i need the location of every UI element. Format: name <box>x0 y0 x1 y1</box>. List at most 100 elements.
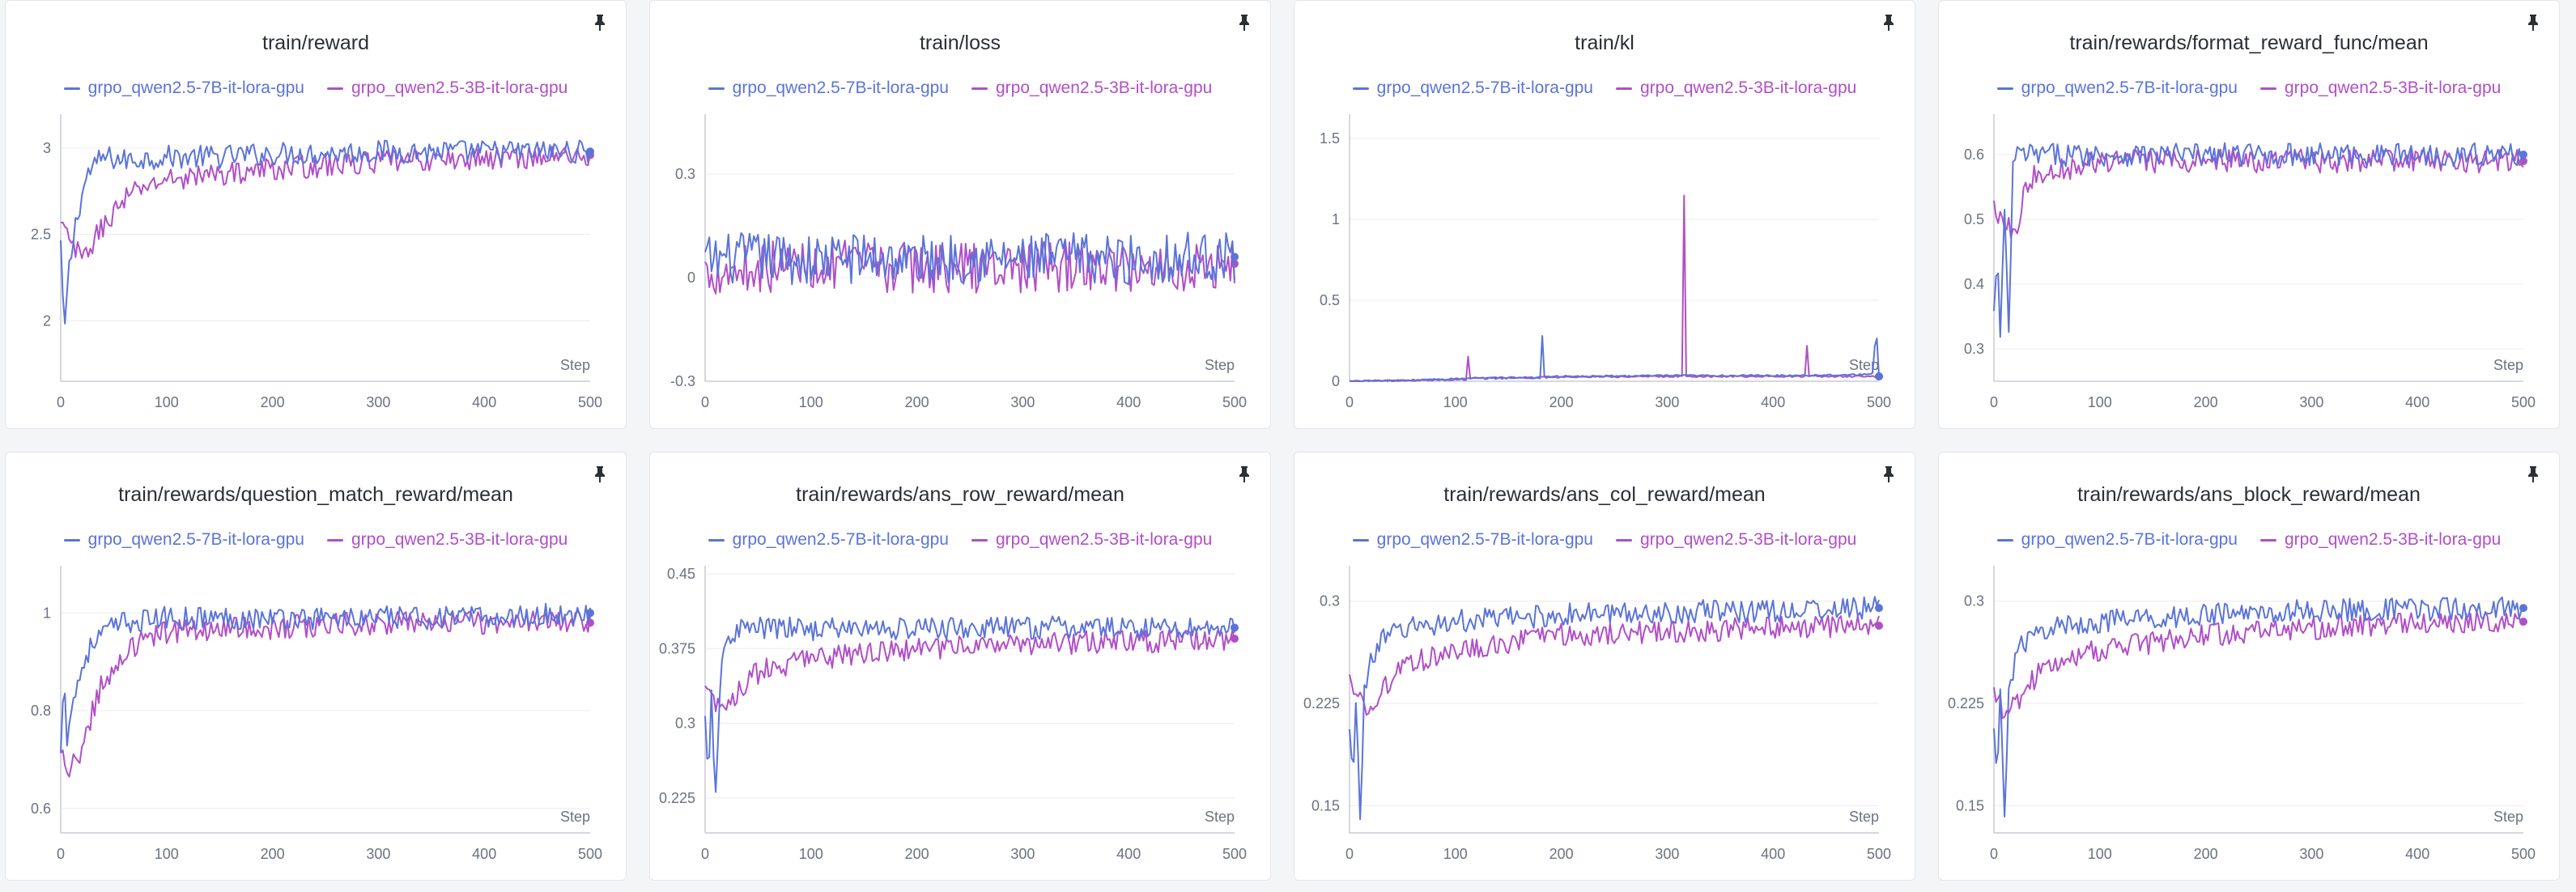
legend-label: grpo_qwen2.5-3B-it-lora-gpu <box>351 530 568 549</box>
series-line[interactable] <box>704 240 1235 295</box>
legend-label: grpo_qwen2.5-7B-it-lora-gpu <box>732 530 949 549</box>
x-tick-label: 300 <box>2299 394 2323 410</box>
legend-item[interactable]: grpo_qwen2.5-3B-it-lora-gpu <box>971 79 1212 98</box>
chart-title: train/rewards/ans_block_reward/mean <box>2077 483 2421 506</box>
x-tick-label: 500 <box>1222 394 1247 410</box>
series-line[interactable] <box>1349 194 1880 382</box>
x-tick-label: 200 <box>261 394 285 410</box>
x-tick-label: 100 <box>799 394 823 410</box>
series-line[interactable] <box>60 610 591 778</box>
x-tick-label: 400 <box>472 394 496 410</box>
series-line[interactable] <box>704 615 1235 793</box>
x-tick-label: 0 <box>701 394 709 410</box>
series-end-point <box>2519 151 2527 159</box>
chart-panel: train/kl grpo_qwen2.5-7B-it-lora-gpu grpo_… <box>1294 0 1915 429</box>
legend-swatch <box>327 87 343 90</box>
legend-swatch <box>1352 87 1369 90</box>
chart-title: train/rewards/format_reward_func/mean <box>2069 32 2429 54</box>
x-tick-label: 500 <box>2511 846 2536 862</box>
x-tick-label: 200 <box>261 846 285 862</box>
series-line[interactable] <box>1993 148 2524 240</box>
legend-label: grpo_qwen2.5-3B-it-lora-gpu <box>1640 530 1857 549</box>
series-line[interactable] <box>60 139 591 325</box>
legend-item[interactable]: grpo_qwen2.5-3B-it-lora-gpu <box>971 530 1212 550</box>
chart-title: train/kl <box>1575 32 1634 54</box>
chart-title: train/rewards/ans_row_reward/mean <box>796 483 1124 506</box>
legend-swatch <box>1996 87 2013 90</box>
x-tick-label: 0 <box>1345 846 1354 862</box>
x-tick-label: 400 <box>1116 846 1141 862</box>
y-tick-label: 2 <box>43 312 51 329</box>
legend-swatch <box>708 538 725 542</box>
legend-item[interactable]: grpo_qwen2.5-3B-it-lora-gpu <box>1616 530 1856 550</box>
legend-item[interactable]: grpo_qwen2.5-7B-it-lora-gpu <box>1996 530 2238 550</box>
legend-label: grpo_qwen2.5-7B-it-lora-gpu <box>1376 530 1593 549</box>
legend-swatch <box>1996 538 2013 542</box>
x-tick-label: 500 <box>1867 846 1891 862</box>
series-line[interactable] <box>704 231 1235 286</box>
pin-icon[interactable] <box>1236 465 1252 483</box>
pin-icon[interactable] <box>1236 14 1252 32</box>
pin-icon[interactable] <box>592 14 608 32</box>
x-tick-label: 500 <box>578 394 602 410</box>
x-tick-label: 0 <box>57 394 65 410</box>
x-tick-label: 300 <box>1010 846 1035 862</box>
legend-item[interactable]: grpo_qwen2.5-7B-it-lora-gpu <box>1352 79 1593 98</box>
chart-title: train/rewards/ans_col_reward/mean <box>1443 483 1766 506</box>
legend-item[interactable]: grpo_qwen2.5-7B-it-lora-gpu <box>1352 530 1593 550</box>
y-tick-label: 0.4 <box>1964 276 1984 292</box>
legend-swatch <box>327 538 343 542</box>
x-tick-label: 200 <box>1549 846 1574 862</box>
legend-label: grpo_qwen2.5-3B-it-lora-gpu <box>2285 79 2502 97</box>
series-line[interactable] <box>1993 610 2524 720</box>
x-tick-label: 400 <box>2405 394 2429 410</box>
chart-plot: 0.15 0.225 0.3 0 100 200 300 400 500 Step <box>1948 566 2536 862</box>
legend-swatch <box>63 87 80 90</box>
x-axis-label: Step <box>560 809 590 825</box>
legend-swatch <box>1352 538 1369 542</box>
series-line[interactable] <box>1993 142 2524 338</box>
legend-item[interactable]: grpo_qwen2.5-7B-it-lora-gpu <box>1996 79 2238 98</box>
legend-item[interactable]: grpo_qwen2.5-3B-it-lora-gpu <box>1616 79 1856 98</box>
x-tick-label: 200 <box>2194 394 2218 410</box>
legend-item[interactable]: grpo_qwen2.5-7B-it-lora-gpu <box>708 79 949 98</box>
series-line[interactable] <box>1349 335 1880 382</box>
legend-item[interactable]: grpo_qwen2.5-7B-it-lora-gpu <box>63 530 304 550</box>
legend-item[interactable]: grpo_qwen2.5-3B-it-lora-gpu <box>2260 79 2501 98</box>
legend-item[interactable]: grpo_qwen2.5-7B-it-lora-gpu <box>63 79 304 98</box>
chart-plot: 0.225 0.3 0.375 0.45 0 100 200 300 400 500 Step <box>659 566 1247 862</box>
legend-item[interactable]: grpo_qwen2.5-3B-it-lora-gpu <box>327 79 567 98</box>
legend-item[interactable]: grpo_qwen2.5-3B-it-lora-gpu <box>2260 530 2501 550</box>
x-tick-label: 500 <box>578 846 602 862</box>
pin-icon[interactable] <box>1881 465 1897 483</box>
series-line[interactable] <box>60 602 591 754</box>
x-tick-label: 500 <box>2511 394 2536 410</box>
chart-plot: 0.6 0.8 1 0 100 200 300 400 500 Step <box>31 566 602 862</box>
x-tick-label: 400 <box>1116 394 1141 410</box>
y-tick-label: 0.3 <box>675 166 695 182</box>
pin-icon[interactable] <box>592 465 608 483</box>
x-axis-label: Step <box>1205 357 1235 373</box>
pin-icon[interactable] <box>2525 14 2541 32</box>
pin-icon[interactable] <box>1881 14 1897 32</box>
x-tick-label: 0 <box>1990 394 1998 410</box>
x-tick-label: 300 <box>1655 846 1679 862</box>
legend-item[interactable]: grpo_qwen2.5-3B-it-lora-gpu <box>327 530 567 550</box>
legend-label: grpo_qwen2.5-3B-it-lora-gpu <box>351 79 568 97</box>
series-line[interactable] <box>704 628 1235 712</box>
series-end-point <box>586 609 594 618</box>
legend-item[interactable]: grpo_qwen2.5-7B-it-lora-gpu <box>708 530 949 550</box>
x-tick-label: 500 <box>1867 394 1891 410</box>
x-axis-label: Step <box>1849 809 1879 825</box>
y-tick-label: 0.3 <box>675 716 695 732</box>
pin-icon[interactable] <box>2525 465 2541 483</box>
series-end-point <box>2519 617 2527 626</box>
y-tick-label: 0.375 <box>659 640 695 656</box>
x-tick-label: 0 <box>1345 394 1354 410</box>
series-line[interactable] <box>1349 596 1880 821</box>
series-line[interactable] <box>1993 597 2524 818</box>
legend-label: grpo_qwen2.5-7B-it-lora-gpu <box>87 79 304 97</box>
chart-plot: 0.15 0.225 0.3 0 100 200 300 400 500 Step <box>1303 566 1891 862</box>
series-line[interactable] <box>1349 614 1880 716</box>
x-axis-label: Step <box>2493 809 2523 825</box>
